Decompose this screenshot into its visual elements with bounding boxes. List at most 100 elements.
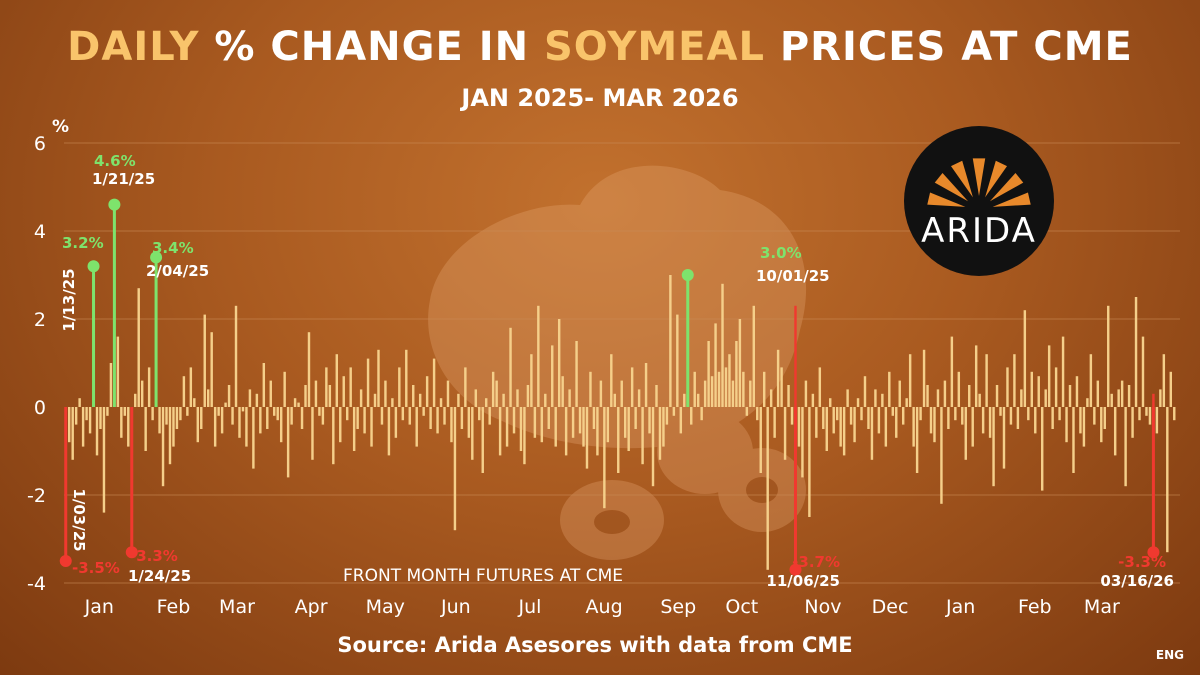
bar	[756, 407, 759, 421]
soymeal-pellet-small-3	[560, 480, 664, 560]
bar	[551, 345, 554, 407]
bar	[919, 407, 922, 421]
bar	[585, 407, 589, 469]
bar	[78, 398, 81, 407]
bar	[102, 407, 106, 513]
bar	[988, 407, 992, 438]
bar	[1027, 407, 1030, 421]
bar	[710, 376, 714, 407]
bar	[644, 363, 648, 407]
bar	[599, 380, 603, 407]
bar	[780, 367, 783, 407]
bar	[1120, 380, 1124, 407]
y-axis-label: %	[52, 117, 69, 137]
bar	[846, 389, 849, 407]
highlight-dot	[125, 546, 138, 559]
bar	[220, 407, 224, 434]
bar	[352, 407, 356, 451]
bar	[481, 407, 484, 473]
month-label: Jun	[440, 596, 471, 618]
bar	[439, 398, 443, 407]
bar	[189, 367, 193, 407]
bar	[985, 354, 988, 407]
bar	[655, 385, 658, 407]
highlight-value-label: -3.7%	[792, 553, 840, 571]
bar	[637, 389, 641, 407]
bar	[311, 407, 314, 460]
bar	[884, 407, 888, 447]
bar	[974, 345, 978, 407]
bar	[370, 407, 373, 447]
bar	[703, 380, 707, 407]
bar	[589, 371, 592, 407]
bar	[801, 407, 804, 478]
bar	[961, 407, 964, 425]
bar	[679, 407, 683, 434]
bar	[582, 407, 585, 447]
y-tick-label: -4	[27, 573, 46, 595]
bar	[99, 407, 102, 429]
bar	[908, 354, 912, 407]
bar	[123, 407, 127, 416]
bar	[415, 407, 418, 447]
bar	[290, 407, 293, 425]
bar	[825, 407, 828, 451]
bar	[151, 407, 154, 421]
bar	[321, 407, 325, 425]
bar	[418, 393, 422, 407]
bar	[627, 407, 630, 451]
bar	[203, 314, 206, 407]
highlight-dot	[150, 251, 163, 264]
bar	[464, 367, 467, 407]
bar	[182, 376, 186, 407]
bar	[1037, 376, 1040, 407]
bar	[533, 407, 537, 438]
bar	[818, 367, 822, 407]
bar	[575, 341, 578, 407]
logo-ray	[950, 160, 973, 198]
bar	[412, 385, 415, 407]
bar	[630, 367, 634, 407]
bar	[1072, 407, 1075, 473]
arida-logo: ARIDA	[904, 126, 1054, 276]
bar	[707, 341, 710, 407]
bar	[1141, 336, 1145, 407]
bar	[922, 349, 926, 407]
bar	[168, 407, 172, 465]
bar	[193, 398, 196, 407]
bar	[797, 407, 801, 447]
bar	[790, 407, 794, 425]
bar	[613, 393, 617, 407]
bar	[387, 407, 391, 456]
bar	[71, 407, 74, 460]
bar	[172, 407, 175, 447]
bar	[512, 407, 516, 434]
month-label: Dec	[872, 596, 909, 618]
month-label: Mar	[1084, 596, 1120, 618]
bar	[1134, 297, 1138, 407]
bar	[366, 358, 370, 407]
highlight-dot	[789, 563, 802, 576]
bar	[1159, 389, 1162, 407]
bar	[1100, 407, 1103, 443]
highlight-date-label: 1/03/25	[70, 488, 88, 551]
month-label: Jan	[945, 596, 975, 618]
y-axis-ticks: -4 -2 0 2 4 6	[27, 133, 46, 595]
bar	[1103, 407, 1106, 429]
bar	[307, 332, 311, 407]
bar	[1145, 407, 1148, 416]
highlight-value-label: -3.3%	[1118, 553, 1166, 571]
bar	[1058, 407, 1061, 421]
bar	[1089, 354, 1093, 407]
bar	[842, 407, 846, 456]
bar	[592, 407, 596, 429]
bar	[662, 407, 665, 447]
bar	[648, 407, 651, 434]
bar	[829, 398, 832, 407]
highlight-date-label: 10/01/25	[756, 267, 830, 285]
bar	[377, 349, 380, 407]
bar	[314, 380, 318, 407]
bar	[186, 407, 189, 416]
bar	[561, 376, 564, 407]
bar	[384, 380, 387, 407]
